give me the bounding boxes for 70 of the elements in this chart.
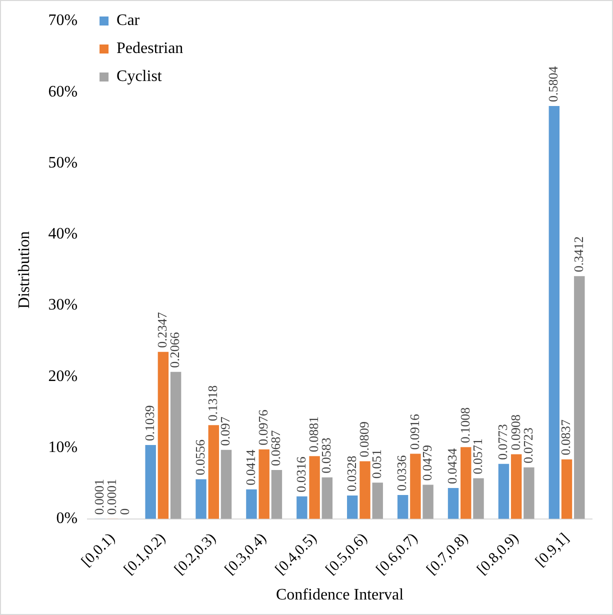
data-label: 0.2066 (167, 332, 182, 368)
bar (145, 444, 156, 519)
bar (322, 477, 333, 519)
data-label: 0.0773 (495, 424, 510, 460)
data-label: 0.0336 (394, 454, 410, 491)
y-tick-label: 20% (48, 368, 78, 385)
y-tick-label: 70% (48, 12, 78, 30)
bar (524, 467, 534, 519)
bar (196, 479, 206, 519)
data-label: 0.3412 (570, 236, 586, 272)
bar (158, 352, 169, 519)
data-label: 0.1008 (457, 407, 472, 444)
data-label: 0.0687 (268, 430, 284, 466)
data-label: 0.0434 (444, 448, 460, 484)
legend-label: Car (116, 12, 140, 30)
bar (170, 372, 182, 519)
bar (347, 496, 358, 519)
y-tick-label: 0% (56, 510, 78, 528)
y-tick-label: 10% (48, 438, 78, 456)
bar (372, 482, 383, 519)
bar (498, 464, 510, 519)
data-label: 0.1318 (205, 385, 220, 422)
data-label: 0.1039 (142, 405, 158, 441)
y-tick-label: 60% (48, 83, 78, 100)
data-label: 0.0001 (92, 479, 107, 515)
y-axis-title: Distribution (16, 231, 33, 309)
data-label: 0.097 (218, 416, 233, 446)
data-label: 0.0916 (406, 413, 422, 450)
x-axis-title: Confidence Interval (276, 586, 404, 604)
data-label: 0.0328 (344, 456, 359, 492)
bar (360, 461, 370, 519)
data-label: 0.0723 (520, 428, 536, 464)
bar (473, 478, 484, 519)
bar (220, 450, 232, 519)
bar (548, 106, 560, 519)
data-label: 0.0571 (470, 438, 485, 474)
bar (448, 488, 459, 519)
data-label: 0.0316 (293, 456, 308, 492)
data-label: 0.0414 (242, 449, 258, 486)
data-label: 0.0479 (419, 445, 434, 481)
data-label: 0.0908 (508, 414, 523, 450)
data-label: 0.0837 (558, 419, 574, 456)
bar (510, 454, 522, 519)
bar (258, 449, 270, 519)
data-label: 0.0556 (192, 439, 208, 476)
data-label: 0 (116, 508, 132, 515)
bar (574, 276, 585, 519)
data-label: 0.0583 (318, 438, 334, 474)
y-tick-label: 40% (48, 226, 78, 243)
data-label: 0.051 (369, 449, 384, 479)
data-label: 0.0881 (306, 416, 321, 452)
bar (246, 489, 257, 519)
bar (410, 454, 421, 519)
data-label: 0.5804 (546, 66, 561, 102)
y-tick-label: 30% (48, 296, 78, 314)
data-label: 0.0001 (104, 479, 120, 515)
y-tick-label: 50% (48, 154, 78, 172)
data-label: 0.0809 (356, 422, 372, 458)
bar (309, 456, 320, 519)
data-label: 0.2347 (154, 312, 170, 348)
bar (271, 470, 282, 519)
data-label: 0.0976 (256, 409, 271, 446)
bar (422, 484, 434, 519)
bar (561, 459, 572, 519)
bar (296, 496, 308, 519)
bar (208, 425, 220, 519)
legend-label: Cyclist (116, 68, 162, 86)
bar (460, 447, 472, 519)
legend-label: Pedestrian (116, 40, 184, 58)
bar (397, 494, 408, 519)
